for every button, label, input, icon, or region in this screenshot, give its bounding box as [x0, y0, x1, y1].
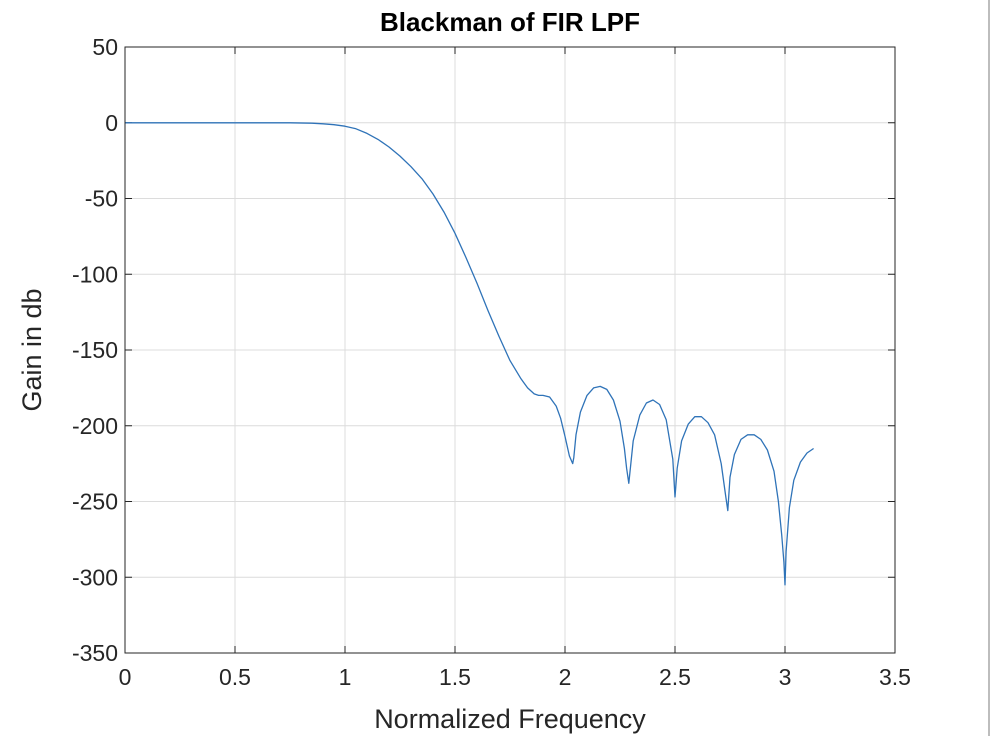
- y-tick-label: -50: [85, 186, 118, 212]
- y-axis-label: Gain in db: [17, 288, 47, 411]
- x-tick-label: 2: [559, 664, 572, 690]
- y-tick-labels: 50 0 -50 -100 -150 -200 -250 -300 -350: [72, 34, 118, 666]
- x-axis-label: Normalized Frequency: [374, 704, 646, 734]
- x-tick-label: 0: [119, 664, 132, 690]
- y-tick-label: -200: [72, 413, 118, 439]
- y-tick-label: -100: [72, 261, 118, 287]
- x-tick-label: 1: [339, 664, 352, 690]
- window-edge: [988, 0, 990, 736]
- x-tick-label: 2.5: [659, 664, 691, 690]
- x-tick-label: 3: [779, 664, 792, 690]
- x-tick-label: 0.5: [219, 664, 251, 690]
- series-layer: [125, 122, 814, 586]
- y-tick-label: 0: [105, 110, 118, 136]
- series-line: [125, 122, 814, 586]
- plot-frame: [124, 46, 896, 654]
- y-tick-label: -250: [72, 489, 118, 515]
- chart-title: Blackman of FIR LPF: [380, 7, 640, 37]
- x-tick-labels: 0 0.5 1 1.5 2 2.5 3 3.5: [119, 664, 911, 690]
- y-tick-label: 50: [92, 34, 118, 60]
- y-tick-label: -150: [72, 337, 118, 363]
- y-tick-label: -300: [72, 564, 118, 590]
- x-tick-label: 3.5: [879, 664, 911, 690]
- x-tick-label: 1.5: [439, 664, 471, 690]
- y-tick-label: -350: [72, 640, 118, 666]
